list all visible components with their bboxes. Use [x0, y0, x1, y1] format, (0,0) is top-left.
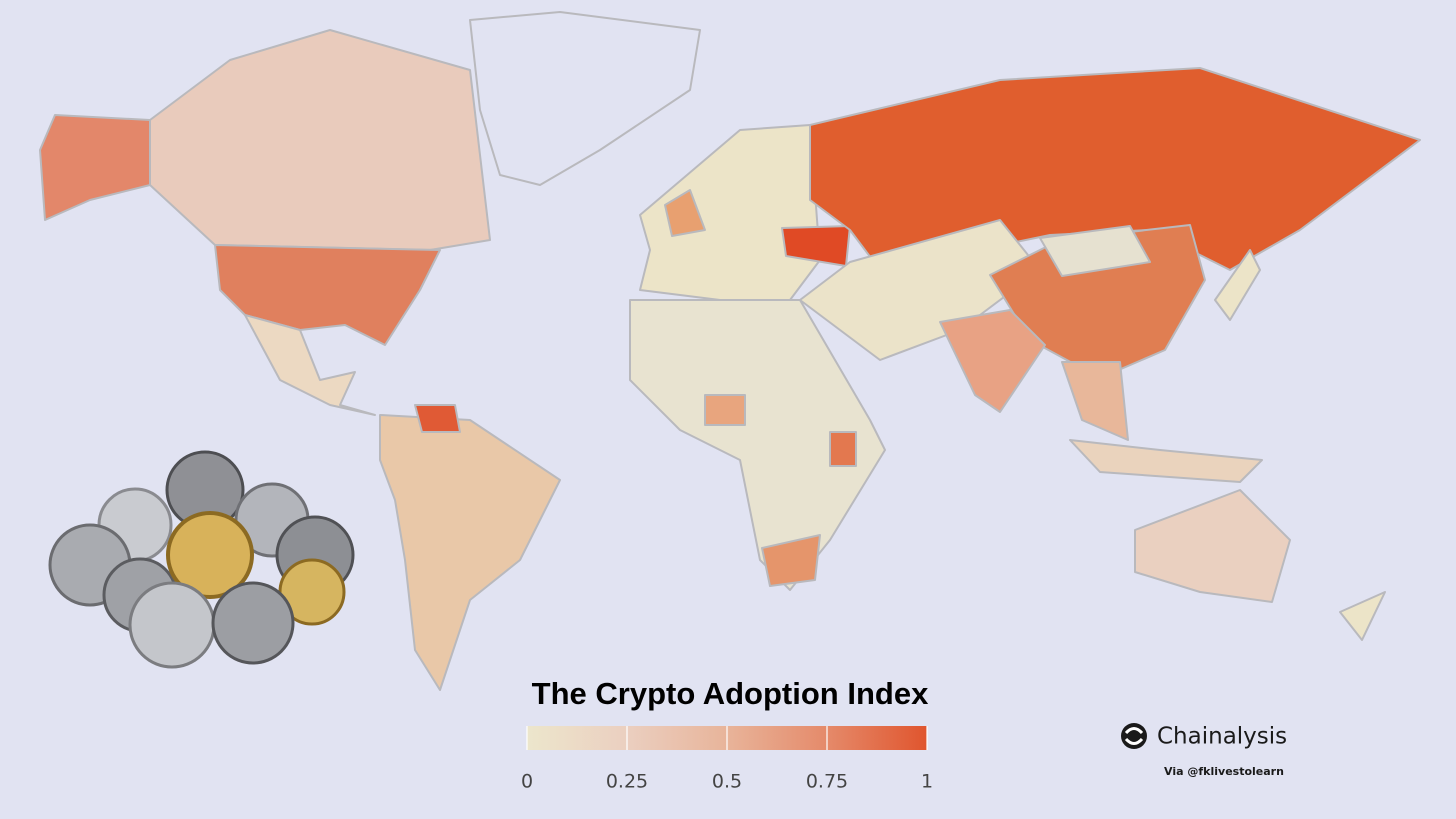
venezuela: [414, 404, 461, 433]
canada: [149, 29, 491, 251]
credit: Via @fklivestolearn: [1164, 765, 1284, 778]
mongolia: [1039, 225, 1151, 277]
map-title: The Crypto Adoption Index: [532, 676, 929, 711]
greenland: [469, 11, 701, 186]
world-map: [39, 11, 1421, 691]
india: [939, 309, 1046, 413]
legend-tick-label: 1: [921, 771, 933, 793]
coin: [166, 511, 254, 599]
legend-tick-label: 0.75: [806, 771, 848, 793]
south-america: [379, 414, 561, 691]
indonesia: [1069, 439, 1263, 483]
brand-logo-mark: [1124, 727, 1144, 745]
legend-tick-label: 0.25: [606, 771, 648, 793]
coins-illustration: [48, 450, 355, 669]
coin: [128, 581, 216, 669]
australia: [1134, 489, 1291, 603]
new-zealand: [1339, 591, 1386, 641]
mexico-central-america: [244, 314, 376, 416]
legend-tick-label: 0.5: [712, 771, 742, 793]
brand-logo: [1121, 723, 1147, 749]
legend: 0 0.25 0.5 0.75 1: [521, 726, 933, 793]
usa: [214, 244, 441, 346]
alaska: [39, 114, 151, 221]
nigeria: [704, 394, 746, 426]
southeast-asia: [1061, 361, 1129, 441]
south-africa: [761, 534, 821, 587]
uk: [664, 189, 706, 237]
kenya: [829, 431, 857, 467]
brand-name: Chainalysis: [1157, 724, 1287, 750]
legend-tick-label: 0: [521, 771, 533, 793]
coin: [211, 581, 295, 665]
japan: [1214, 249, 1261, 321]
africa: [629, 299, 886, 591]
middle-east-central-asia: [799, 219, 1041, 361]
brand: Chainalysis Via @fklivestolearn: [1121, 723, 1287, 778]
